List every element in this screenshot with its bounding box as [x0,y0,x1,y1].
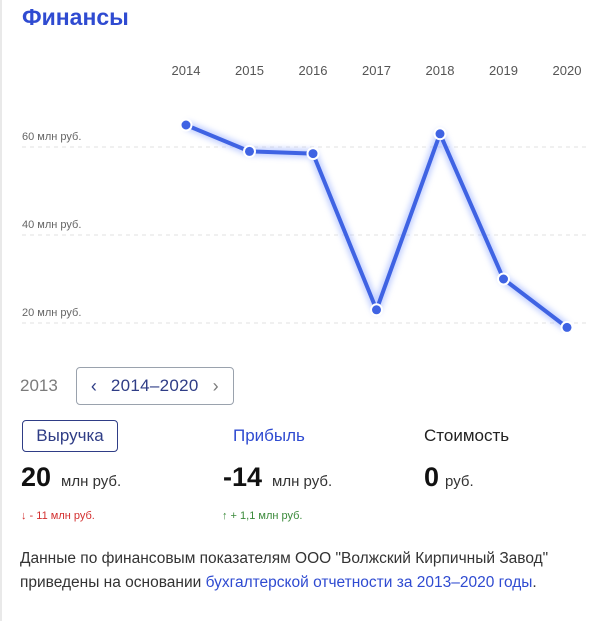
data-point-2020[interactable] [560,320,574,334]
data-point-2016[interactable] [306,147,320,161]
revenue-unit: млн руб. [61,473,122,490]
data-source-note: Данные по финансовым показателям ООО "Во… [20,547,595,595]
year-selector: 2013 ‹ 2014–2020 › [20,366,234,406]
data-point-2019[interactable] [497,272,510,286]
y-axis-labels: 60 млн руб. 40 млн руб. 20 млн руб. [22,131,81,319]
series-line-glow [184,120,570,331]
x-axis-labels: 2014 2015 2016 2017 2018 2019 2020 [172,63,582,78]
tab-value[interactable]: Стоимость [424,426,510,445]
value-value: 0 [424,462,440,492]
tab-revenue[interactable]: Выручка [22,420,118,452]
revenue-metric: 20 млн руб. [21,462,121,493]
profit-change: ↑ + 1,1 млн руб. [222,510,303,522]
data-point-2017[interactable] [370,303,383,317]
chevron-left-icon[interactable]: ‹ [90,375,97,396]
y-tick-label: 40 млн руб. [22,219,81,231]
value-unit: руб. [445,473,474,490]
series-points [179,118,574,334]
profit-unit: млн руб. [272,473,333,490]
x-tick-label: 2020 [553,63,582,78]
x-tick-label: 2017 [362,63,391,78]
note-end: . [532,574,537,591]
y-tick-label: 20 млн руб. [22,307,81,319]
grid-lines [22,146,590,324]
data-point-2014[interactable] [179,118,193,132]
profit-metric: -14 млн руб. [223,462,332,493]
value-metric: 0 руб. [424,462,474,493]
year-range-label: 2014–2020 [110,376,199,395]
finance-line-chart: 60 млн руб.40 млн руб.20 млн руб. 2014 20… [22,63,590,334]
page-title: Финансы [22,4,129,30]
y-tick-label: 60 млн руб. [22,131,81,143]
x-tick-label: 2018 [426,63,455,78]
tab-profit[interactable]: Прибыль [233,426,305,445]
revenue-value: 20 [21,462,52,492]
chevron-right-icon[interactable]: › [212,375,219,396]
series-line [184,120,570,331]
x-tick-label: 2015 [235,63,264,78]
left-border [0,0,2,621]
note-text: Данные по финансовым показателям ООО "Во… [20,550,549,591]
x-tick-label: 2016 [299,63,328,78]
data-point-2018[interactable] [433,127,447,141]
revenue-change: ↓ - 11 млн руб. [21,510,95,522]
x-tick-label: 2014 [172,63,201,78]
year-range-picker[interactable]: ‹ 2014–2020 › [75,367,234,405]
profit-value: -14 [223,462,263,492]
data-point-2015[interactable] [243,144,256,158]
prev-year-link[interactable]: 2013 [20,376,58,395]
x-tick-label: 2019 [489,63,518,78]
accounting-report-link[interactable]: бухгалтерской отчетности за 2013–2020 го… [205,574,533,591]
